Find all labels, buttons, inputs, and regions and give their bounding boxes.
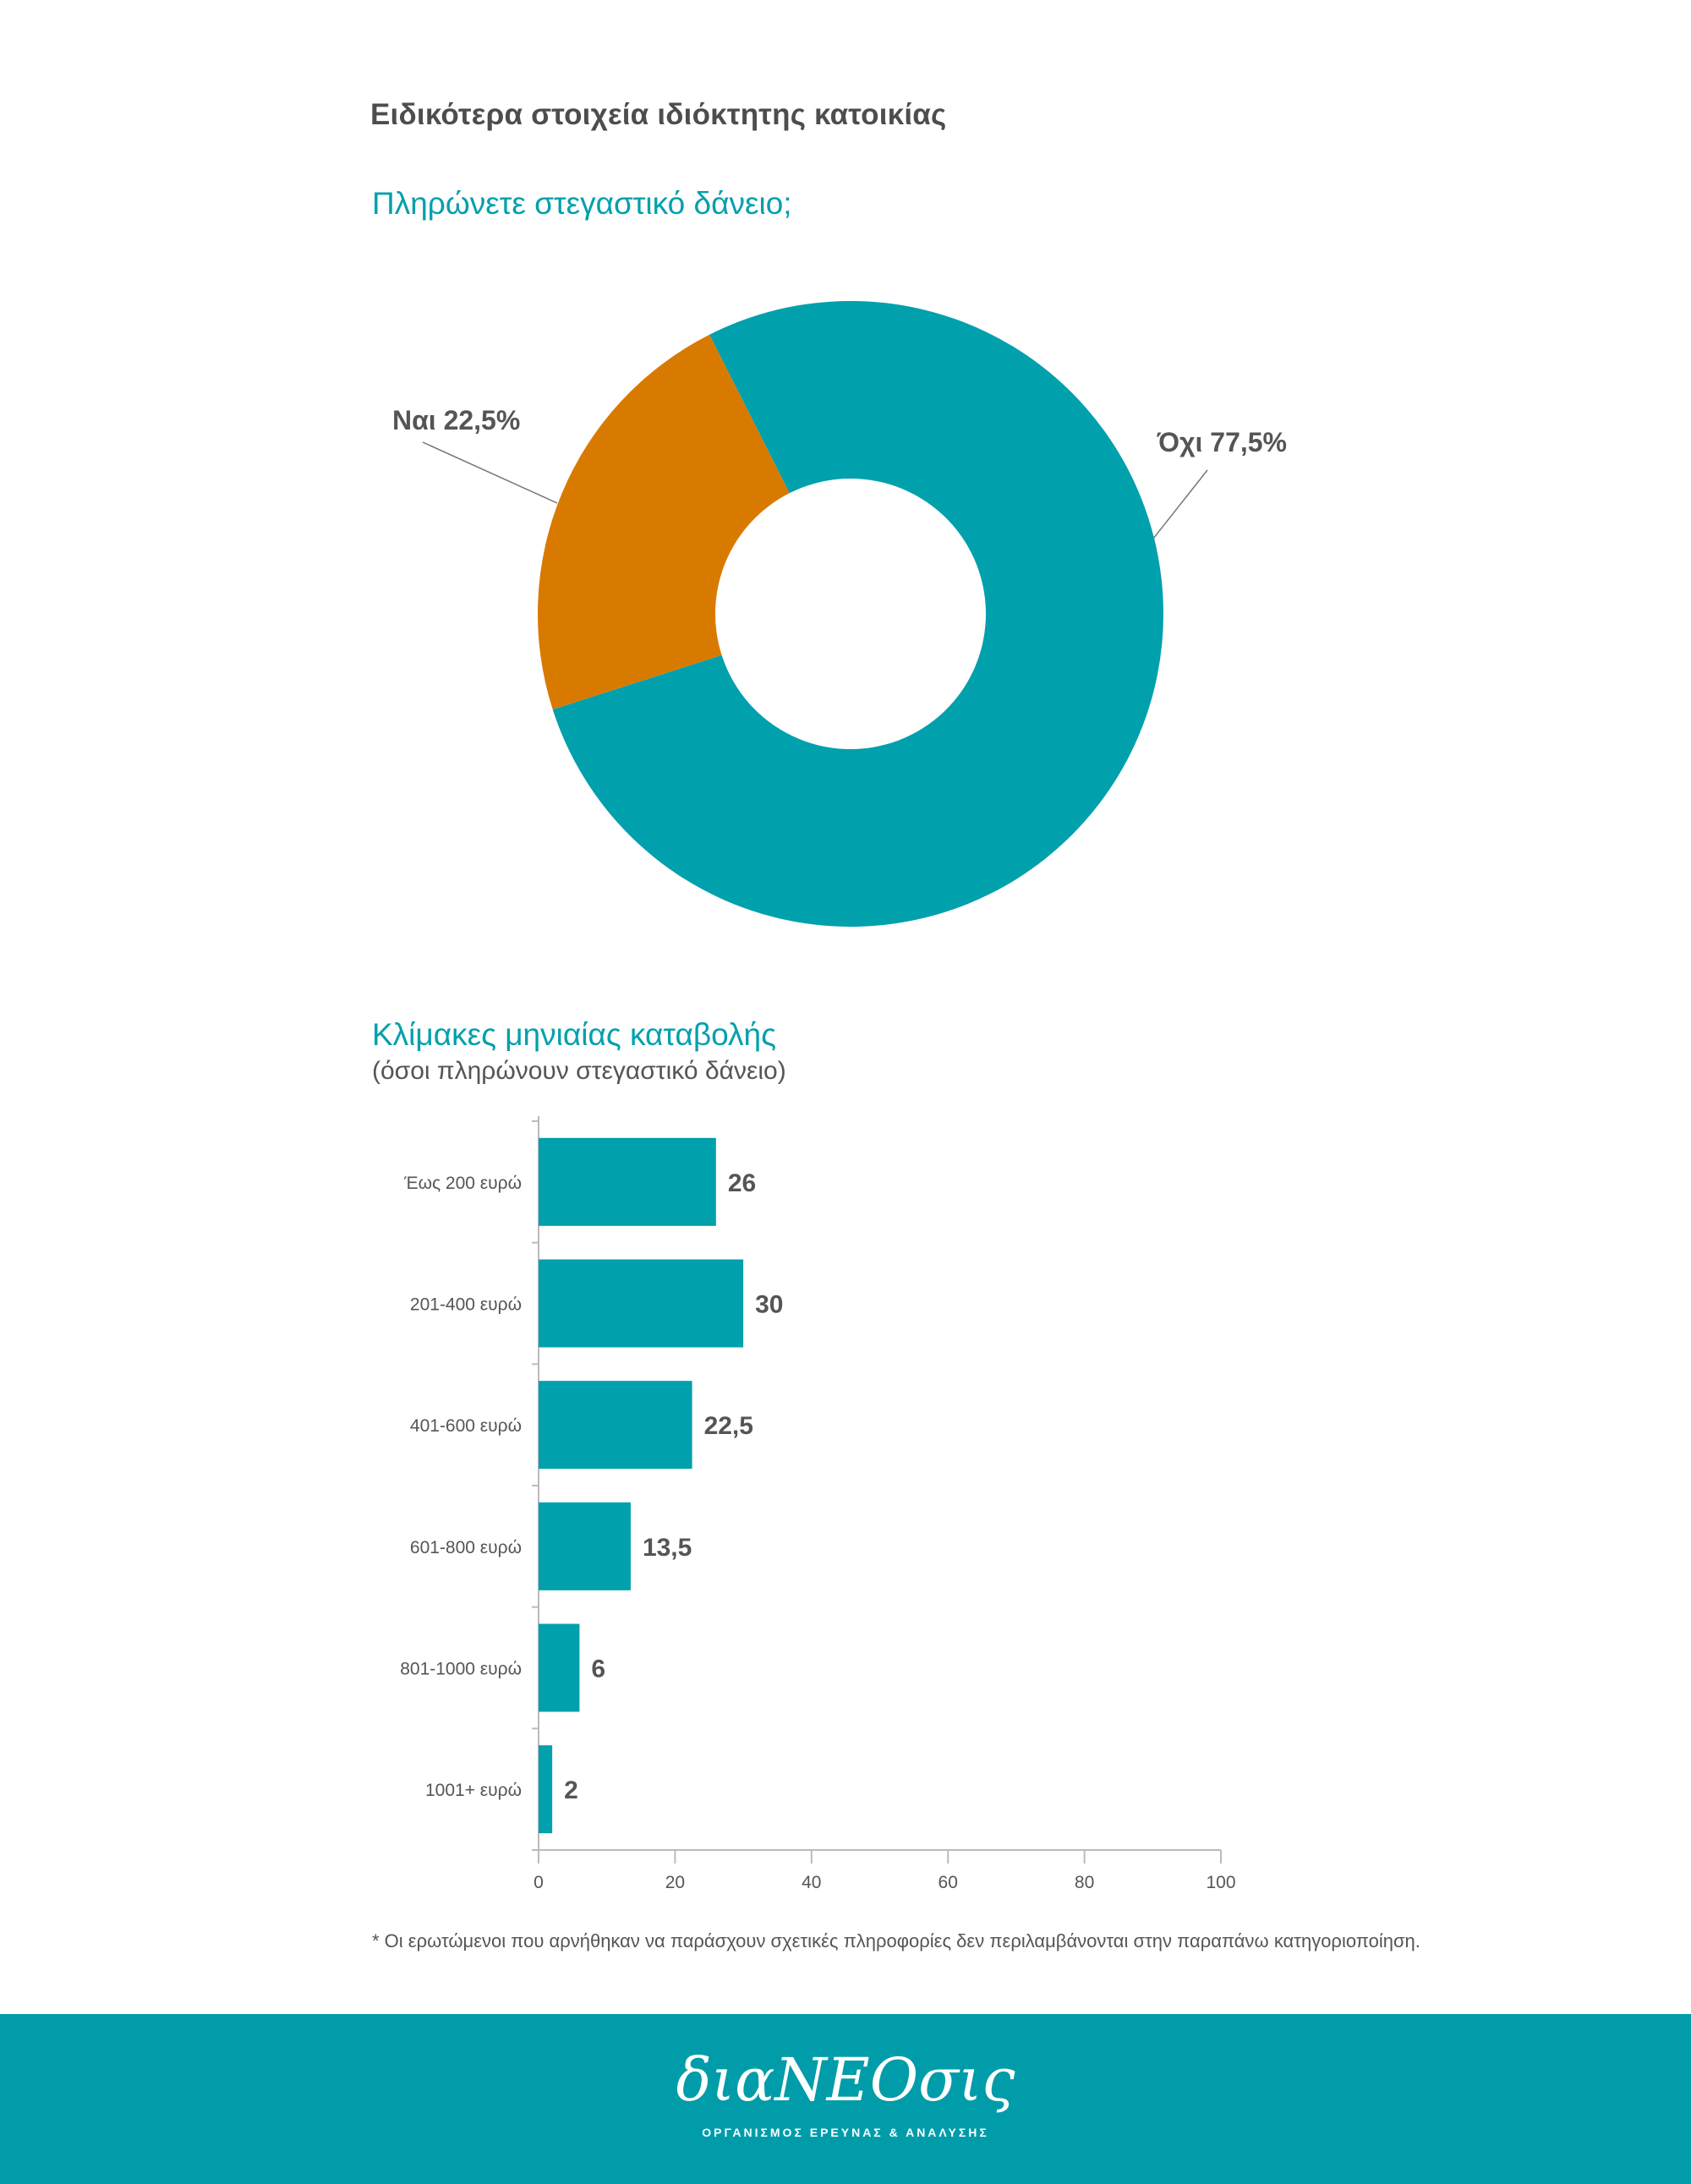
category-label: Έως 200 ευρώ	[403, 1174, 522, 1193]
value-label: 13,5	[643, 1534, 692, 1562]
bar-chart-subtitle: (όσοι πληρώνουν στεγαστικό δάνειο)	[372, 1057, 786, 1085]
category-label: 401-600 ευρώ	[410, 1416, 522, 1436]
bar	[539, 1623, 580, 1712]
footnote: * Οι ερωτώμενοι που αρνήθηκαν να παράσχο…	[372, 1930, 1420, 1951]
footer-bar	[0, 2014, 1691, 2184]
value-label: 2	[564, 1776, 578, 1804]
category-label: 201-400 ευρώ	[410, 1295, 522, 1315]
x-tick-label: 60	[939, 1873, 958, 1892]
category-label: 801-1000 ευρώ	[400, 1660, 522, 1679]
category-label: 601-800 ευρώ	[410, 1538, 522, 1557]
donut-slice-nai	[538, 334, 790, 710]
bar-chart-title: Κλίμακες μηνιαίας καταβολής	[372, 1017, 776, 1052]
page-title: Ειδικότερα στοιχεία ιδιόκτητης κατοικίας	[370, 98, 947, 131]
bar	[539, 1502, 631, 1590]
bar	[539, 1745, 553, 1834]
donut-label: Όχι 77,5%	[1157, 427, 1287, 457]
bar	[539, 1381, 692, 1470]
donut-slice-ochi	[552, 301, 1163, 928]
x-tick-label: 100	[1206, 1873, 1235, 1892]
x-tick-label: 20	[665, 1873, 685, 1892]
donut-label: Ναι 22,5%	[392, 405, 520, 435]
x-tick-label: 80	[1075, 1873, 1094, 1892]
bar	[539, 1259, 744, 1348]
dianeosis-logo: διαΝΕΟσις	[676, 2045, 1015, 2115]
value-label: 6	[591, 1656, 605, 1683]
value-label: 30	[755, 1291, 783, 1319]
bar	[539, 1137, 716, 1226]
x-tick-label: 40	[802, 1873, 821, 1892]
donut-chart-title: Πληρώνετε στεγαστικό δάνειο;	[372, 186, 792, 221]
donut-leader-line	[422, 441, 558, 504]
donut-leader-line	[1152, 469, 1208, 539]
x-tick-label: 0	[534, 1873, 544, 1892]
category-label: 1001+ ευρώ	[425, 1781, 522, 1800]
donut-chart: Ναι 22,5% Όχι 77,5%	[392, 301, 1287, 928]
value-label: 26	[728, 1169, 756, 1197]
value-label: 22,5	[704, 1412, 753, 1440]
logo-tagline: ΟΡΓΑΝΙΣΜΟΣ ΕΡΕΥΝΑΣ & ΑΝΑΛΥΣΗΣ	[702, 2126, 989, 2139]
